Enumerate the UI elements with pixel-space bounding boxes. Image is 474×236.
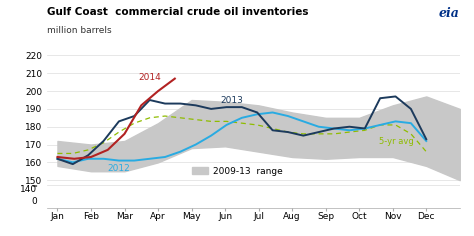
Legend: 2009-13  range: 2009-13 range	[188, 163, 286, 179]
Text: 2012: 2012	[108, 164, 130, 173]
Text: =: =	[31, 183, 37, 189]
Text: 0: 0	[31, 197, 37, 206]
Text: million barrels: million barrels	[47, 26, 112, 35]
Text: eia: eia	[439, 7, 460, 20]
Text: Gulf Coast  commercial crude oil inventories: Gulf Coast commercial crude oil inventor…	[47, 7, 309, 17]
Text: 2014: 2014	[138, 73, 161, 82]
Text: 2013: 2013	[220, 96, 243, 105]
Text: 140: 140	[20, 185, 37, 194]
Text: 5-yr avg: 5-yr avg	[379, 137, 414, 146]
